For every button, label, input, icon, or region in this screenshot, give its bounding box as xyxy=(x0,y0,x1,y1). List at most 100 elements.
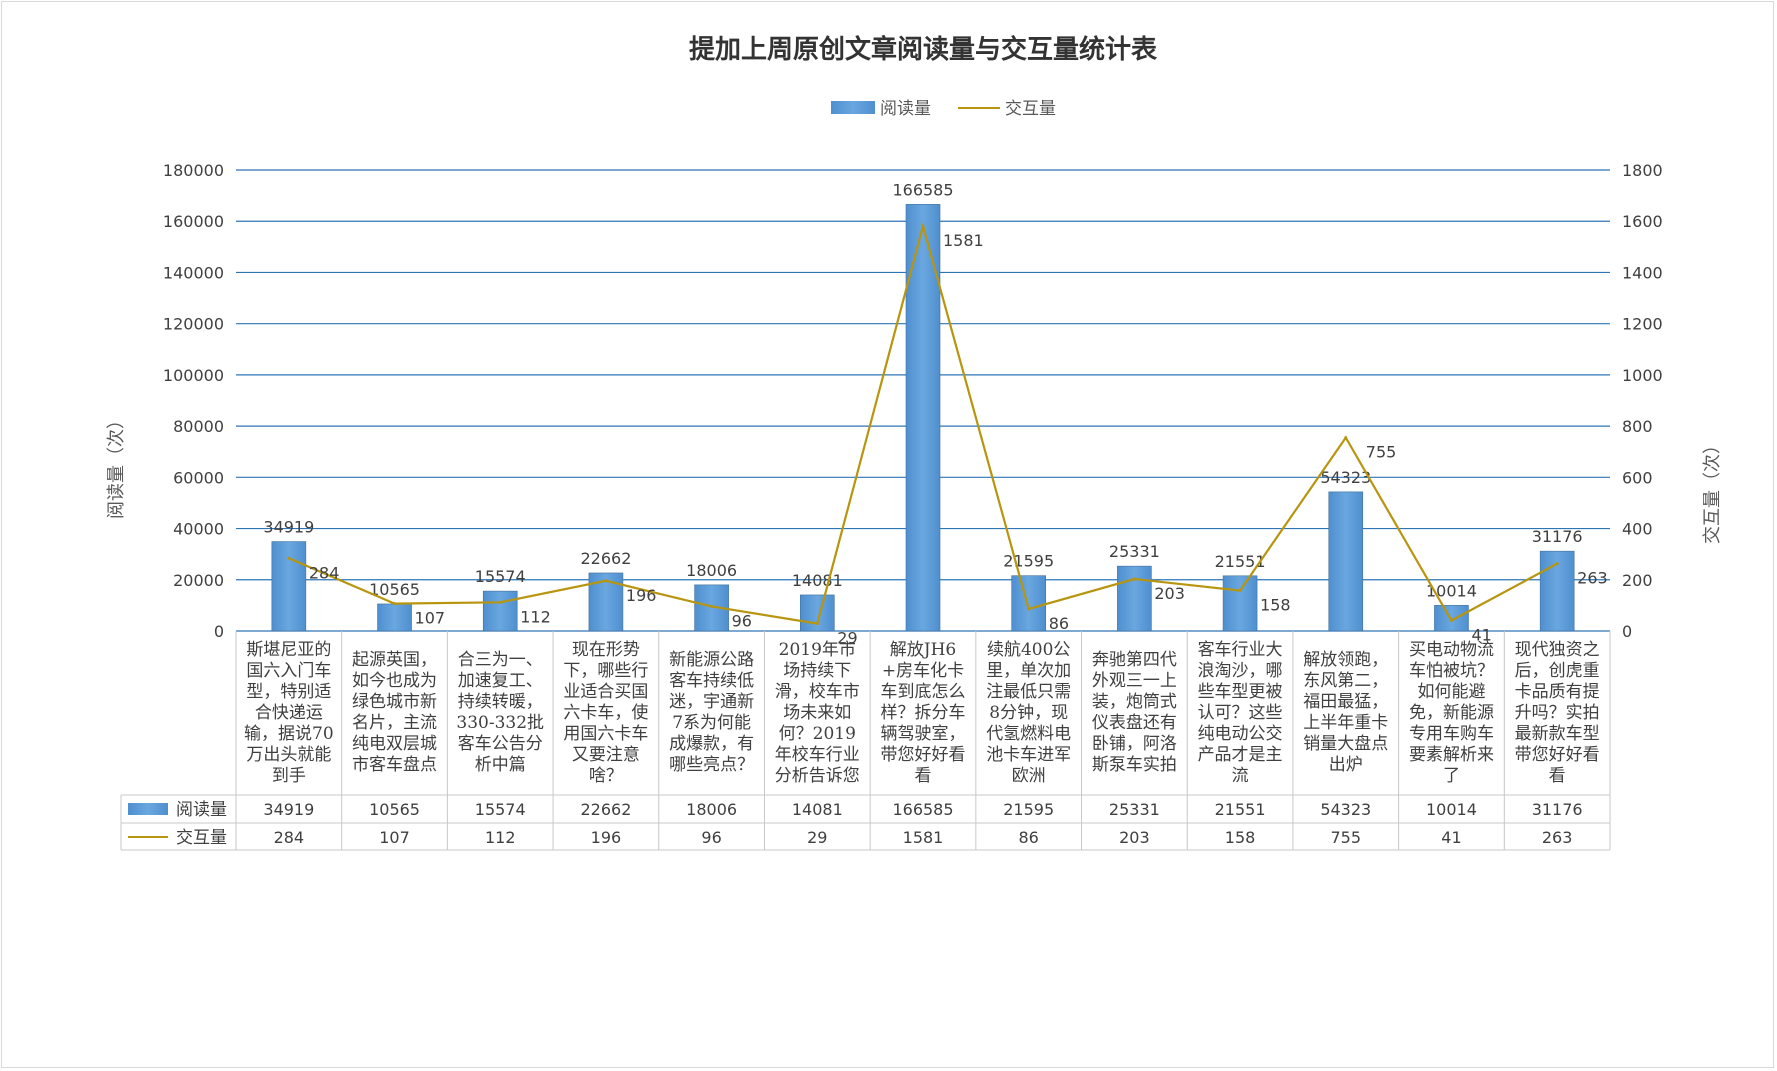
y2-tick-label: 600 xyxy=(1622,468,1653,487)
table-cell-bar: 34919 xyxy=(263,800,314,819)
y2-tick-label: 1800 xyxy=(1622,161,1663,180)
line-point xyxy=(1027,607,1031,611)
y2-tick-label: 1600 xyxy=(1622,212,1663,231)
line-data-label: 1581 xyxy=(943,231,984,250)
category-label: 解放领跑，东风第二，福田最猛，上半年重卡销量大盘点出炉 xyxy=(1303,650,1389,775)
line-point xyxy=(287,556,291,560)
table-row-label-line: 交互量 xyxy=(176,828,227,848)
y2-tick-label: 1400 xyxy=(1622,263,1663,282)
category-label: 合三为一、加速复工、持续转暖，330-332批客车公告分析中篇 xyxy=(456,650,545,775)
bar-data-label: 14081 xyxy=(792,571,843,590)
line-point xyxy=(921,224,925,228)
table-cell-bar: 54323 xyxy=(1320,800,1371,819)
line-data-label: 158 xyxy=(1260,596,1291,615)
line-data-label: 755 xyxy=(1366,443,1397,462)
table-cell-line: 755 xyxy=(1330,828,1361,847)
table-cell-line: 158 xyxy=(1225,828,1256,847)
y-tick-label: 140000 xyxy=(163,263,224,282)
table-cell-line: 86 xyxy=(1019,828,1039,847)
bar-data-label: 22662 xyxy=(580,549,631,568)
y-tick-label: 20000 xyxy=(173,571,224,590)
line-data-label: 107 xyxy=(415,609,446,628)
category-label: 斯堪尼亚的国六入门车型，特别适合快递运输，据说70万出头就能到手 xyxy=(244,639,334,786)
chart-title: 提加上周原创文章阅读量与交互量统计表 xyxy=(689,34,1158,65)
line-data-label: 203 xyxy=(1154,584,1185,603)
line-data-label: 196 xyxy=(626,586,657,605)
line-point xyxy=(604,579,608,583)
y-tick-label: 180000 xyxy=(163,161,224,180)
y2-tick-label: 1000 xyxy=(1622,366,1663,385)
bar-data-label: 166585 xyxy=(892,180,953,199)
table-cell-line: 1581 xyxy=(903,828,944,847)
category-label: 现在形势下，哪些行业适合买国六卡车，使用国六卡车又要注意啥？ xyxy=(563,639,649,786)
line-point xyxy=(710,604,714,608)
y-tick-label: 120000 xyxy=(163,315,224,334)
line-data-label: 112 xyxy=(520,607,551,626)
y-tick-label: 100000 xyxy=(163,366,224,385)
category-label: 客车行业大浪淘沙，哪些车型更被认可？这些纯电动公交产品才是主流 xyxy=(1197,639,1283,786)
line-data-label: 284 xyxy=(309,563,340,582)
line-point xyxy=(1238,589,1242,593)
line-data-label: 29 xyxy=(837,629,857,648)
bar xyxy=(271,541,307,632)
line-point xyxy=(1344,436,1348,440)
table-cell-bar: 22662 xyxy=(580,800,631,819)
table-cell-bar: 10014 xyxy=(1426,800,1477,819)
bar xyxy=(1222,575,1258,632)
legend-label-bar: 阅读量 xyxy=(880,99,931,119)
table-key-bar xyxy=(128,803,168,815)
line-point xyxy=(1555,562,1559,566)
category-label: 起源英国，如今也成为绿色城市新名片，主流纯电双层城市客车盘点 xyxy=(352,650,438,775)
line-data-label: 86 xyxy=(1049,614,1069,633)
table-cell-bar: 21551 xyxy=(1215,800,1266,819)
y2-tick-label: 1200 xyxy=(1622,315,1663,334)
table-cell-line: 112 xyxy=(485,828,516,847)
line-point xyxy=(393,602,397,606)
table-cell-bar: 10565 xyxy=(369,800,420,819)
category-label: 2019年市场持续下滑，校车市场未来如何？2019年校车行业分析告诉您 xyxy=(774,639,860,786)
bar xyxy=(1117,565,1152,632)
bar-data-label: 21551 xyxy=(1215,552,1266,571)
y-tick-label: 160000 xyxy=(163,212,224,231)
y2-tick-label: 400 xyxy=(1622,520,1653,539)
table-cell-line: 263 xyxy=(1542,828,1573,847)
y-tick-label: 60000 xyxy=(173,468,224,487)
bar-data-label: 31176 xyxy=(1532,527,1583,546)
table-cell-line: 41 xyxy=(1441,828,1461,847)
table-cell-bar: 21595 xyxy=(1003,800,1054,819)
line-data-label: 96 xyxy=(732,611,752,630)
y-tick-label: 0 xyxy=(214,622,224,641)
table-cell-bar: 18006 xyxy=(686,800,737,819)
category-label: 新能源公路客车持续低迷，宇通新7系为何能成爆款，有哪些亮点？ xyxy=(669,650,755,775)
bar xyxy=(377,603,412,632)
category-label: 现代独资之后，创虎重卡品质有提升吗？实拍最新款车型带您好好看看 xyxy=(1514,639,1600,786)
line-data-label: 263 xyxy=(1577,569,1608,588)
bar-data-label: 54323 xyxy=(1320,468,1371,487)
line-point xyxy=(498,600,502,604)
table-row-label-bar: 阅读量 xyxy=(176,800,227,820)
line-point xyxy=(1449,618,1453,622)
table-cell-line: 29 xyxy=(807,828,827,847)
bar xyxy=(1328,491,1364,632)
y2-tick-label: 0 xyxy=(1622,622,1632,641)
y2-tick-label: 200 xyxy=(1622,571,1653,590)
bar-data-label: 18006 xyxy=(686,561,737,580)
table-cell-line: 96 xyxy=(701,828,721,847)
bar-data-label: 21595 xyxy=(1003,552,1054,571)
line-data-label: 41 xyxy=(1471,625,1491,644)
bar xyxy=(482,590,518,632)
category-label: 买电动物流车怕被坑？如何能避免，新能源专用车购车要素解析来了 xyxy=(1408,639,1494,786)
y-axis-title: 阅读量（次） xyxy=(106,411,127,519)
table-cell-bar: 31176 xyxy=(1532,800,1583,819)
bar-data-label: 15574 xyxy=(475,567,526,586)
y-tick-label: 40000 xyxy=(173,520,224,539)
bar xyxy=(905,204,941,632)
table-cell-line: 107 xyxy=(379,828,410,847)
legend-swatch-bar xyxy=(831,101,875,114)
table-cell-line: 203 xyxy=(1119,828,1150,847)
table-cell-bar: 25331 xyxy=(1109,800,1160,819)
legend-label-line: 交互量 xyxy=(1005,99,1056,119)
table-cell-bar: 166585 xyxy=(892,800,953,819)
y-tick-label: 80000 xyxy=(173,417,224,436)
